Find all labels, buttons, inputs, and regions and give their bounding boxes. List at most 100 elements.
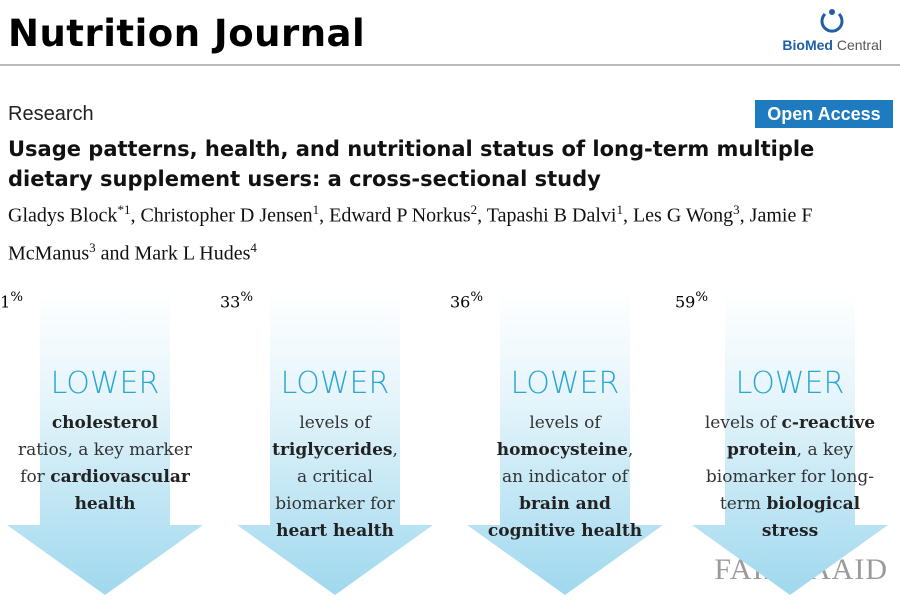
- description-text: a critical: [297, 467, 373, 487]
- author-affiliation: 1: [616, 202, 623, 217]
- separator: ,: [477, 204, 487, 227]
- author-name: Christopher D Jensen: [140, 204, 313, 227]
- author-affiliation: 4: [250, 239, 257, 255]
- stat-value: 59: [675, 292, 696, 312]
- description-text: levels of: [299, 413, 371, 433]
- description-text: health: [74, 494, 136, 514]
- stat-column: 36% LOWER levels of homocysteine, an indicat…: [450, 290, 680, 600]
- description-text: homocysteine: [496, 440, 628, 460]
- description-text: biomarker for long-: [705, 467, 875, 487]
- description-text: cholesterol: [51, 413, 159, 433]
- description-text: cardiovascular: [50, 467, 190, 487]
- separator: and: [95, 242, 135, 265]
- journal-title: Nutrition Journal: [8, 12, 366, 55]
- separator: ,: [622, 204, 633, 227]
- stat-unit: %: [695, 290, 709, 305]
- description-line: an indicator of: [450, 464, 680, 491]
- stat-label: LOWER: [735, 366, 845, 401]
- author-affiliation: *1: [117, 202, 131, 217]
- description-text: term: [719, 494, 767, 514]
- description-line: ratios, a key marker: [0, 437, 220, 464]
- description-text: ,: [627, 440, 634, 460]
- description-text: stress: [761, 521, 819, 541]
- description-line: a critical: [220, 464, 450, 491]
- description-line: biomarker for: [220, 491, 450, 518]
- author-affiliation: 2: [470, 202, 478, 217]
- description-text: , a key: [796, 440, 853, 460]
- stat-unit: %: [10, 290, 24, 305]
- header-rule: [0, 64, 900, 66]
- stat-column: 59% LOWER levels of c-reactive protein, a k…: [675, 290, 900, 600]
- description-line: cognitive health: [450, 518, 680, 545]
- publisher-name: Central: [836, 37, 882, 53]
- stat-value: 36: [450, 292, 471, 312]
- author-name: Tapashi B Dalvi: [486, 204, 617, 227]
- stat-number: 59%: [675, 290, 900, 311]
- open-access-badge: Open Access: [755, 100, 893, 128]
- stat-description: levels of triglycerides, a critical biomark…: [220, 410, 450, 545]
- stat-number: 11%: [0, 290, 220, 311]
- author-name: Edward P Norkus: [329, 204, 471, 227]
- stat-label: LOWER: [510, 366, 620, 401]
- description-line: levels of: [220, 410, 450, 437]
- stat-number: 33%: [220, 290, 450, 311]
- description-line: protein, a key: [675, 437, 900, 464]
- stat-column: 33% LOWER levels of triglycerides, a critica…: [220, 290, 450, 600]
- description-text: biological: [766, 494, 861, 514]
- description-text: an indicator of: [502, 467, 628, 487]
- description-line: levels of c-reactive: [675, 410, 900, 437]
- author-affiliation: 3: [733, 202, 740, 217]
- description-line: homocysteine,: [450, 437, 680, 464]
- publisher-logo: BioMed Central: [782, 8, 882, 53]
- author-name: Gladys Block: [8, 204, 118, 227]
- logo-icon: [820, 9, 844, 33]
- authors: Gladys Block*1, Christopher D Jensen1, E…: [8, 194, 868, 269]
- publisher-name: BioMed: [782, 37, 833, 53]
- description-text: levels of: [529, 413, 601, 433]
- description-line: stress: [675, 518, 900, 545]
- arrow: [7, 290, 203, 595]
- stat-label: LOWER: [50, 366, 160, 401]
- description-line: levels of: [450, 410, 680, 437]
- article-title: Usage patterns, health, and nutritional …: [8, 137, 815, 191]
- description-line: brain and: [450, 491, 680, 518]
- stat-column: 11% LOWER cholesterol ratios, a key marker f…: [0, 290, 220, 600]
- arrow: [467, 290, 663, 595]
- description-line: biomarker for long-: [675, 464, 900, 491]
- description-text: ,: [392, 440, 398, 460]
- author-name: Jamie F McManus: [8, 204, 813, 265]
- arrow: [692, 290, 888, 595]
- description-line: cholesterol: [0, 410, 220, 437]
- description-text: heart health: [276, 521, 394, 541]
- separator: ,: [319, 204, 330, 227]
- article-type: Research: [8, 103, 94, 125]
- stat-description: levels of homocysteine, an indicator of bra…: [450, 410, 680, 545]
- description-text: brain and: [519, 494, 611, 514]
- description-text: protein: [727, 440, 797, 460]
- separator: ,: [739, 204, 750, 227]
- stat-unit: %: [470, 290, 484, 305]
- stat-value: 33: [220, 292, 241, 312]
- author-affiliation: 3: [89, 239, 96, 255]
- description-text: for: [20, 467, 51, 487]
- author-name: Les G Wong: [632, 204, 734, 227]
- description-text: triglycerides: [272, 440, 393, 460]
- description-text: levels of: [704, 413, 782, 433]
- arrow: [237, 290, 433, 595]
- description-line: heart health: [220, 518, 450, 545]
- stat-number: 36%: [450, 290, 680, 311]
- description-text: cognitive health: [487, 521, 643, 541]
- separator: ,: [130, 204, 141, 227]
- description-text: c-reactive: [781, 413, 876, 433]
- stat-label: LOWER: [280, 366, 390, 401]
- description-text: ratios, a key marker: [17, 440, 193, 460]
- stat-description: levels of c-reactive protein, a key biomar…: [675, 410, 900, 545]
- description-text: biomarker for: [275, 494, 395, 514]
- stat-description: cholesterol ratios, a key marker for cardi…: [0, 410, 220, 518]
- description-line: triglycerides,: [220, 437, 450, 464]
- description-line: health: [0, 491, 220, 518]
- author-affiliation: 1: [312, 202, 320, 217]
- description-line: for cardiovascular: [0, 464, 220, 491]
- stat-value: 11: [0, 292, 11, 312]
